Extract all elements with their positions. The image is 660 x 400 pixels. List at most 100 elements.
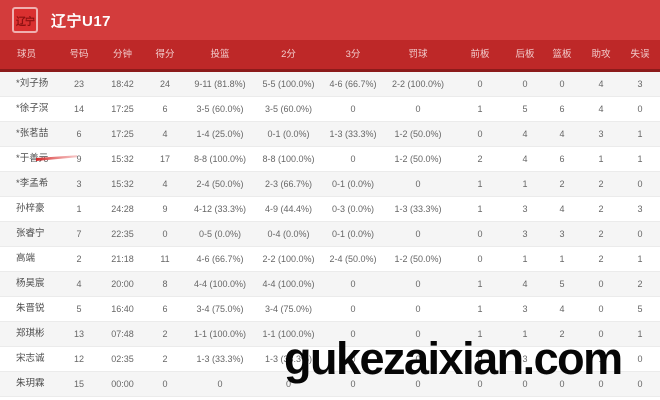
stat-minutes: 18:42 [111,79,134,89]
player-name[interactable]: 朱玥霖 [16,378,45,389]
table-row: 杨昊宸 4 20:00 8 4-4 (100.0%) 4-4 (100.0%) … [0,272,660,297]
team-logo: 辽宁 [12,7,38,33]
stat-fg: 1-1 (100.0%) [193,329,247,339]
stat-2pt: 1-3 (33.3%) [264,354,313,364]
player-name[interactable]: 朱晋锐 [16,303,45,314]
stat-ast: 1 [598,354,604,364]
stat-minutes: 17:25 [111,129,134,139]
player-name[interactable]: *李孟希 [16,178,49,189]
stat-points: 4 [162,179,168,189]
stat-ft: 0 [415,329,421,339]
stat-oreb: 0 [477,229,483,239]
stat-fg: 4-6 (66.7%) [196,254,244,264]
stat-ft: 0 [415,354,421,364]
team-header-bar: 辽宁 辽宁U17 [0,0,660,40]
column-header: 篮板 [552,49,572,60]
team-logo-text: 辽宁 [16,16,35,28]
stat-fg: 0-5 (0.0%) [198,229,242,239]
stat-ft: 1-2 (50.0%) [394,254,442,264]
column-header: 得分 [155,49,175,60]
stat-points: 6 [162,104,168,114]
table-row: *李孟希 3 15:32 4 2-4 (50.0%) 2-3 (66.7%) 0… [0,172,660,197]
player-name[interactable]: 郑琪彬 [16,328,45,339]
stat-number: 23 [73,79,84,89]
stat-tov: 0 [637,354,643,364]
stat-oreb: 1 [477,304,483,314]
stat-ft: 1-2 (50.0%) [394,129,442,139]
stat-oreb: 0 [477,354,483,364]
stat-oreb: 2 [477,154,483,164]
stat-dreb: 3 [522,354,528,364]
stat-2pt: 0-1 (0.0%) [267,129,310,139]
stat-reb: 0 [559,79,565,89]
stat-ft: 0 [415,179,421,189]
stat-points: 6 [162,304,168,314]
column-header: 3分 [345,49,361,60]
stat-points: 2 [162,354,168,364]
stat-number: 12 [73,354,84,364]
column-header: 2分 [281,49,296,60]
stat-fg: 4-12 (33.3%) [193,204,247,214]
column-header: 号码 [69,49,89,60]
stat-3pt: 1-3 (33.3%) [329,129,377,139]
stat-2pt: 1-1 (100.0%) [262,329,315,339]
column-header: 罚球 [408,49,428,60]
player-name[interactable]: *刘子扬 [16,78,49,89]
stat-dreb: 5 [522,104,528,114]
player-name[interactable]: 高端 [16,253,36,264]
stat-oreb: 1 [477,279,483,289]
stat-oreb: 0 [477,379,483,389]
stat-3pt: 0 [350,279,356,289]
stat-3pt: 0 [350,104,356,114]
stat-3pt: 0-1 (0.0%) [331,179,375,189]
player-name[interactable]: 孙梓豪 [16,203,45,214]
stat-3pt: 0 [350,304,356,314]
stat-dreb: 0 [522,379,528,389]
stat-number: 4 [76,279,82,289]
table-row: 张睿宁 7 22:35 0 0-5 (0.0%) 0-4 (0.0%) 0-1 … [0,222,660,247]
stat-reb: 4 [559,129,565,139]
stat-tov: 2 [637,279,643,289]
stat-reb: 1 [559,254,565,264]
stat-number: 14 [73,104,84,114]
stat-3pt: 4-6 (66.7%) [329,79,377,89]
stat-2pt: 5-5 (100.0%) [262,79,315,89]
stat-oreb: 0 [477,129,483,139]
stat-dreb: 3 [522,304,528,314]
player-name[interactable]: 张睿宁 [16,228,45,239]
stat-minutes: 02:35 [111,354,134,364]
stat-ft: 0 [415,229,421,239]
stat-reb: 4 [559,304,565,314]
player-name[interactable]: 杨昊宸 [16,278,45,289]
stat-ast: 0 [598,279,604,289]
stat-reb: 3 [559,354,565,364]
stat-minutes: 21:18 [111,254,134,264]
column-header: 前板 [470,49,490,60]
stat-dreb: 1 [522,179,528,189]
player-name[interactable]: *于善元 [16,153,49,164]
stat-points: 0 [162,379,168,389]
stat-ft: 0 [415,379,421,389]
stat-reb: 3 [559,229,565,239]
stat-minutes: 17:25 [111,104,134,114]
stat-ast: 0 [598,329,604,339]
player-name[interactable]: 宋志诚 [16,353,45,364]
stat-ast: 2 [598,179,604,189]
stat-tov: 3 [637,204,643,214]
player-name[interactable]: *徐子溟 [16,103,49,114]
stat-3pt: 2-4 (50.0%) [329,254,377,264]
stat-tov: 5 [637,304,643,314]
table-row: *于善元 9 15:32 17 8-8 (100.0%) 8-8 (100.0%… [0,147,660,172]
player-name[interactable]: *张茗喆 [16,128,49,139]
stat-oreb: 0 [477,254,483,264]
table-row: 朱玥霖 15 00:00 0 0 0 0 0 0 0 0 0 0 [0,372,660,397]
stat-ast: 2 [598,254,604,264]
stat-dreb: 4 [522,154,528,164]
table-row: *徐子溟 14 17:25 6 3-5 (60.0%) 3-5 (60.0%) … [0,97,660,122]
column-header: 投篮 [210,49,230,60]
stat-points: 2 [162,329,168,339]
table-row: *张茗喆 6 17:25 4 1-4 (25.0%) 0-1 (0.0%) 1-… [0,122,660,147]
stat-points: 11 [160,254,170,264]
stat-reb: 6 [559,154,565,164]
stat-dreb: 1 [522,254,528,264]
